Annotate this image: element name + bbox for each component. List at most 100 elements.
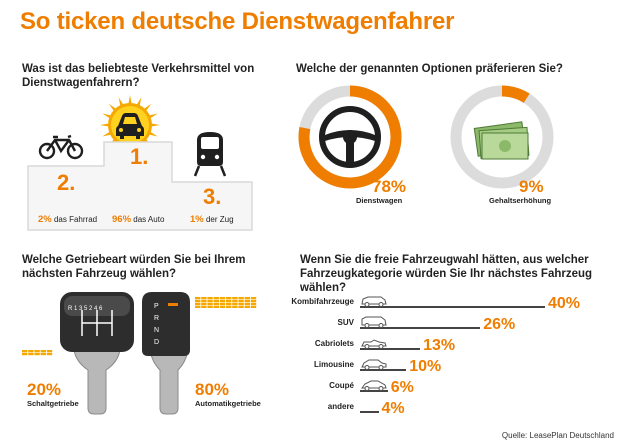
sun-ray [127,95,133,108]
ring-dienstwagen [298,85,402,189]
gear-n: N [154,327,159,334]
coin [232,297,238,300]
automatic-gear-knob-icon: P R N D [142,292,190,415]
pct-automatikgetriebe: 80% [195,380,230,399]
podium-graphic [27,95,253,231]
gear-d: D [154,339,159,346]
coin [244,297,250,300]
bicycle-icon [38,134,84,160]
category-label: andere [327,402,354,411]
coin [232,302,238,306]
coin [238,305,244,308]
coin [34,352,40,356]
category-label: SUV [337,318,354,327]
category-value: 10% [409,358,442,375]
coin [195,305,201,308]
pct-car: 96% [112,214,132,225]
category-bar [360,327,481,329]
coin [34,350,40,353]
coin [244,302,250,306]
sun-ray [108,103,119,114]
sun-ray [145,129,158,137]
transport-note-car: 96% das Auto [112,214,164,225]
coin [195,297,201,300]
gear-p: P [154,303,159,310]
coin [226,305,232,308]
page-title: So ticken deutsche Dienstwagenfahrer [20,8,455,35]
category-value: 26% [483,316,516,333]
sun-ray [134,97,142,110]
category-bar [360,411,379,413]
coin [250,302,257,306]
limousine-car-icon [361,359,387,370]
category-value: 13% [423,337,456,354]
gear-r: R [154,315,159,322]
coin [213,302,219,306]
category-label: Cabriolets [314,339,354,348]
sun-ray [141,103,152,114]
coin [201,299,207,303]
category-bar [360,369,407,371]
rank-3: 3. [203,184,222,209]
coin [201,305,207,308]
coin [250,305,257,308]
sun-ray [102,129,115,137]
coin [244,299,250,303]
transport-note-bicycle: 2% das Fahrrad [38,214,97,225]
coin [226,297,232,300]
coin [22,352,28,356]
sun-ray [145,113,158,121]
category-label: Kombifahrzeuge [291,297,354,306]
label-schaltgetriebe: Schaltgetriebe [27,399,79,408]
label-gehaltserhoehung: Gehaltserhöhung [489,196,552,205]
label-bicycle: das Fahrrad [53,215,98,224]
sun-ray [100,122,113,128]
category-question: Wenn Sie die freie Fahrzeugwahl hätten, … [300,254,593,294]
category-bar [360,390,388,392]
train-icon [193,132,227,177]
coin [46,352,53,356]
transport-question: Was ist das beliebteste Verkehrsmittel v… [22,63,255,89]
coin [250,297,257,300]
manual-knob-label: R 1 3 5 2 4 6 [68,306,103,312]
kombi-car-icon [361,296,387,307]
pct-dienstwagen: 78% [372,177,407,196]
coin [207,302,213,306]
coin [195,299,201,303]
coin [250,299,257,303]
coins-manual [22,350,53,356]
coin [28,352,34,356]
coin [28,350,34,353]
coin [219,297,226,300]
pct-bicycle: 2% [38,214,52,225]
coin [226,302,232,306]
label-train: der Zug [205,215,234,224]
category-label: Limousine [313,360,354,369]
options-rings [298,85,554,189]
pct-schaltgetriebe: 20% [27,380,62,399]
label-automatikgetriebe: Automatikgetriebe [195,399,261,408]
gearbox-question: Welche Getriebeart würden Sie bei Ihrem … [22,254,246,280]
coin [232,305,238,308]
coin [207,299,213,303]
coin [244,305,250,308]
coin [219,305,226,308]
steering-wheel-icon [319,106,381,168]
coin [22,350,28,353]
coin [213,299,219,303]
source-note: Quelle: LeasePlan Deutschland [501,431,614,440]
suv-car-icon [361,316,387,328]
coin [201,297,207,300]
car-icon [116,113,144,139]
coin [207,305,213,308]
sun-ray [147,122,160,128]
ring-arc-dienstwagen [298,85,402,189]
options-question: Welche der genannten Optionen präferiere… [296,63,563,75]
gear-knobs: P R N D [60,292,190,415]
pct-train: 1% [190,214,204,225]
coin [226,299,232,303]
rank-2: 2. [57,170,76,195]
coin [238,299,244,303]
coin [207,297,213,300]
label-dienstwagen: Dienstwagen [356,196,403,205]
